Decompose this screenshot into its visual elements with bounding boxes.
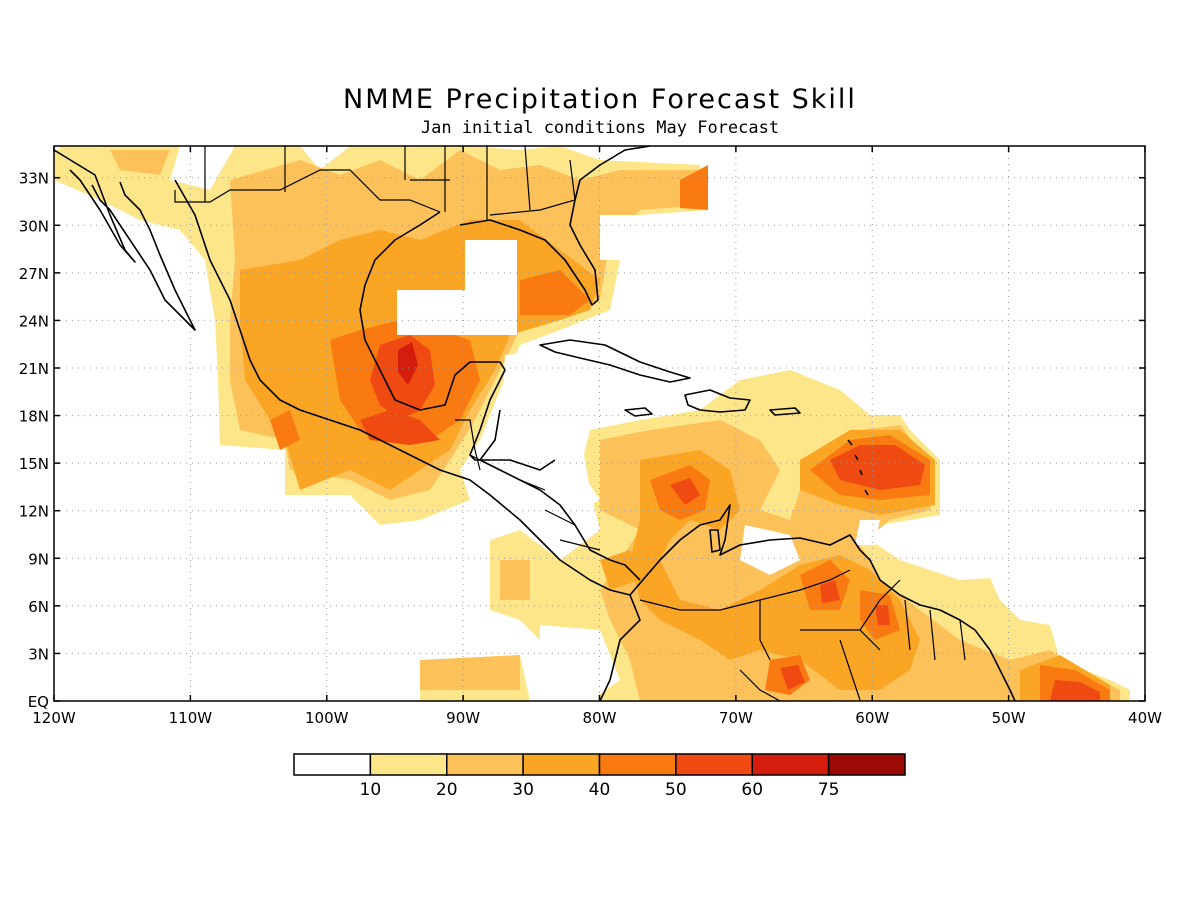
colorbar-label: 50 bbox=[665, 780, 687, 800]
lon-tick-label: 100W bbox=[305, 709, 349, 727]
coastline-jamaica bbox=[624, 407, 653, 417]
lat-tick-label: 6N bbox=[28, 598, 49, 616]
lat-tick-label: 15N bbox=[19, 455, 49, 473]
lat-tick-label: 12N bbox=[19, 503, 49, 521]
lat-tick-label: 33N bbox=[19, 170, 49, 188]
map-subtitle: Jan initial conditions May Forecast bbox=[420, 118, 780, 138]
map-title: NMME Precipitation Forecast Skill bbox=[343, 84, 857, 115]
colorbar-label: 20 bbox=[436, 780, 458, 800]
gridlines bbox=[54, 146, 1145, 701]
border-us-mexico bbox=[174, 169, 441, 213]
colorbar-swatch bbox=[751, 753, 830, 776]
lon-tick-label: 70W bbox=[719, 709, 753, 727]
lat-tick-label: 3N bbox=[28, 645, 49, 663]
colorbar-swatch bbox=[446, 753, 524, 776]
lat-tick-label: 21N bbox=[19, 360, 49, 378]
coastline-hispaniola bbox=[684, 389, 751, 413]
lat-tick-label: 24N bbox=[19, 312, 49, 330]
coastline-lake-maracaibo bbox=[709, 529, 721, 553]
coastline-pacific-mexico bbox=[53, 149, 641, 702]
coastline-gulf bbox=[359, 145, 651, 471]
lat-tick-label: 18N bbox=[19, 408, 49, 426]
colorbar-swatch bbox=[675, 753, 753, 776]
colorbar-label: 40 bbox=[589, 780, 611, 800]
lon-tick-label: 110W bbox=[169, 709, 213, 727]
colorbar-legend: 10 20 30 40 50 60 75 bbox=[293, 753, 906, 800]
border-south-america bbox=[639, 569, 966, 702]
lat-tick-label: 30N bbox=[19, 217, 49, 235]
lon-tick-label: 40W bbox=[1128, 709, 1162, 727]
coastline-central-america bbox=[479, 409, 641, 581]
no-skill-area bbox=[500, 350, 880, 701]
colorbar-swatch bbox=[522, 753, 601, 776]
coastline-south-america bbox=[629, 504, 1016, 702]
lon-tick-label: 50W bbox=[992, 709, 1026, 727]
coastline-cuba bbox=[539, 339, 691, 383]
colorbar-label: 60 bbox=[741, 780, 763, 800]
coastlines bbox=[53, 145, 1016, 702]
lon-tick-label: 120W bbox=[32, 709, 76, 727]
lon-tick-label: 90W bbox=[446, 709, 480, 727]
map-axes: 120W 110W 100W 90W 80W 70W 60W 50W 40W EQ 3N 6N 9N 12… bbox=[19, 146, 1162, 727]
colorbar-swatch bbox=[827, 753, 906, 776]
skill-shading bbox=[54, 146, 1130, 701]
colorbar-swatch bbox=[293, 753, 372, 776]
colorbar-label: 30 bbox=[512, 780, 534, 800]
lon-tick-label: 60W bbox=[855, 709, 889, 727]
border-us-states bbox=[204, 145, 576, 220]
colorbar-label: 10 bbox=[360, 780, 382, 800]
lat-tick-label: EQ bbox=[28, 693, 49, 711]
skill-region-mexico-gulf-50 bbox=[360, 335, 440, 445]
political-boundaries bbox=[174, 145, 966, 702]
skill-region-caribbean-30 bbox=[600, 430, 1110, 701]
coastline-lesser-antilles bbox=[847, 439, 869, 496]
coastline-puerto-rico bbox=[769, 407, 801, 416]
skill-region-mexico-gulf-60 bbox=[398, 342, 418, 385]
colorbar-label: 75 bbox=[818, 780, 840, 800]
lon-tick-label: 80W bbox=[583, 709, 617, 727]
border-central-america bbox=[455, 419, 601, 551]
lat-tick-label: 27N bbox=[19, 265, 49, 283]
colorbar-swatch bbox=[598, 753, 677, 776]
lat-tick-label: 9N bbox=[28, 550, 49, 568]
colorbar-swatch bbox=[369, 753, 448, 776]
